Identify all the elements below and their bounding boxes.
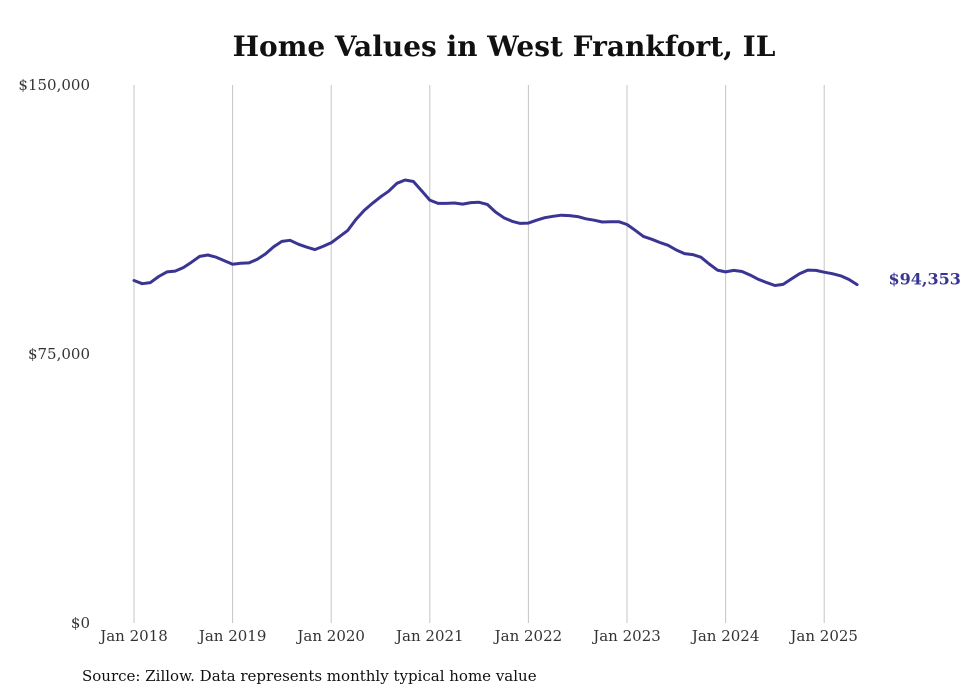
y-tick-label-75000: $75,000 [28,345,90,363]
x-tick-label-2020: Jan 2020 [295,627,365,645]
x-tick-label-2019: Jan 2019 [197,627,267,645]
y-axis-ticks: $0 $75,000 $150,000 [18,76,90,632]
x-tick-label-2018: Jan 2018 [98,627,168,645]
x-axis-ticks: Jan 2018 Jan 2019 Jan 2020 Jan 2021 Jan 2022… [98,627,858,645]
x-tick-label-2023: Jan 2023 [591,627,661,645]
source-note: Source: Zillow. Data represents monthly … [82,667,537,685]
end-value-label: $94,353 [889,270,961,289]
y-tick-label-150000: $150,000 [18,76,90,94]
x-tick-label-2022: Jan 2022 [493,627,563,645]
chart-title: Home Values in West Frankfort, IL [232,30,776,63]
x-tick-label-2021: Jan 2021 [394,627,464,645]
x-tick-label-2025: Jan 2025 [788,627,858,645]
y-tick-label-0: $0 [71,614,90,632]
series-line-home-value [132,178,859,287]
grid-lines [133,85,825,623]
x-tick-label-2024: Jan 2024 [690,627,760,645]
